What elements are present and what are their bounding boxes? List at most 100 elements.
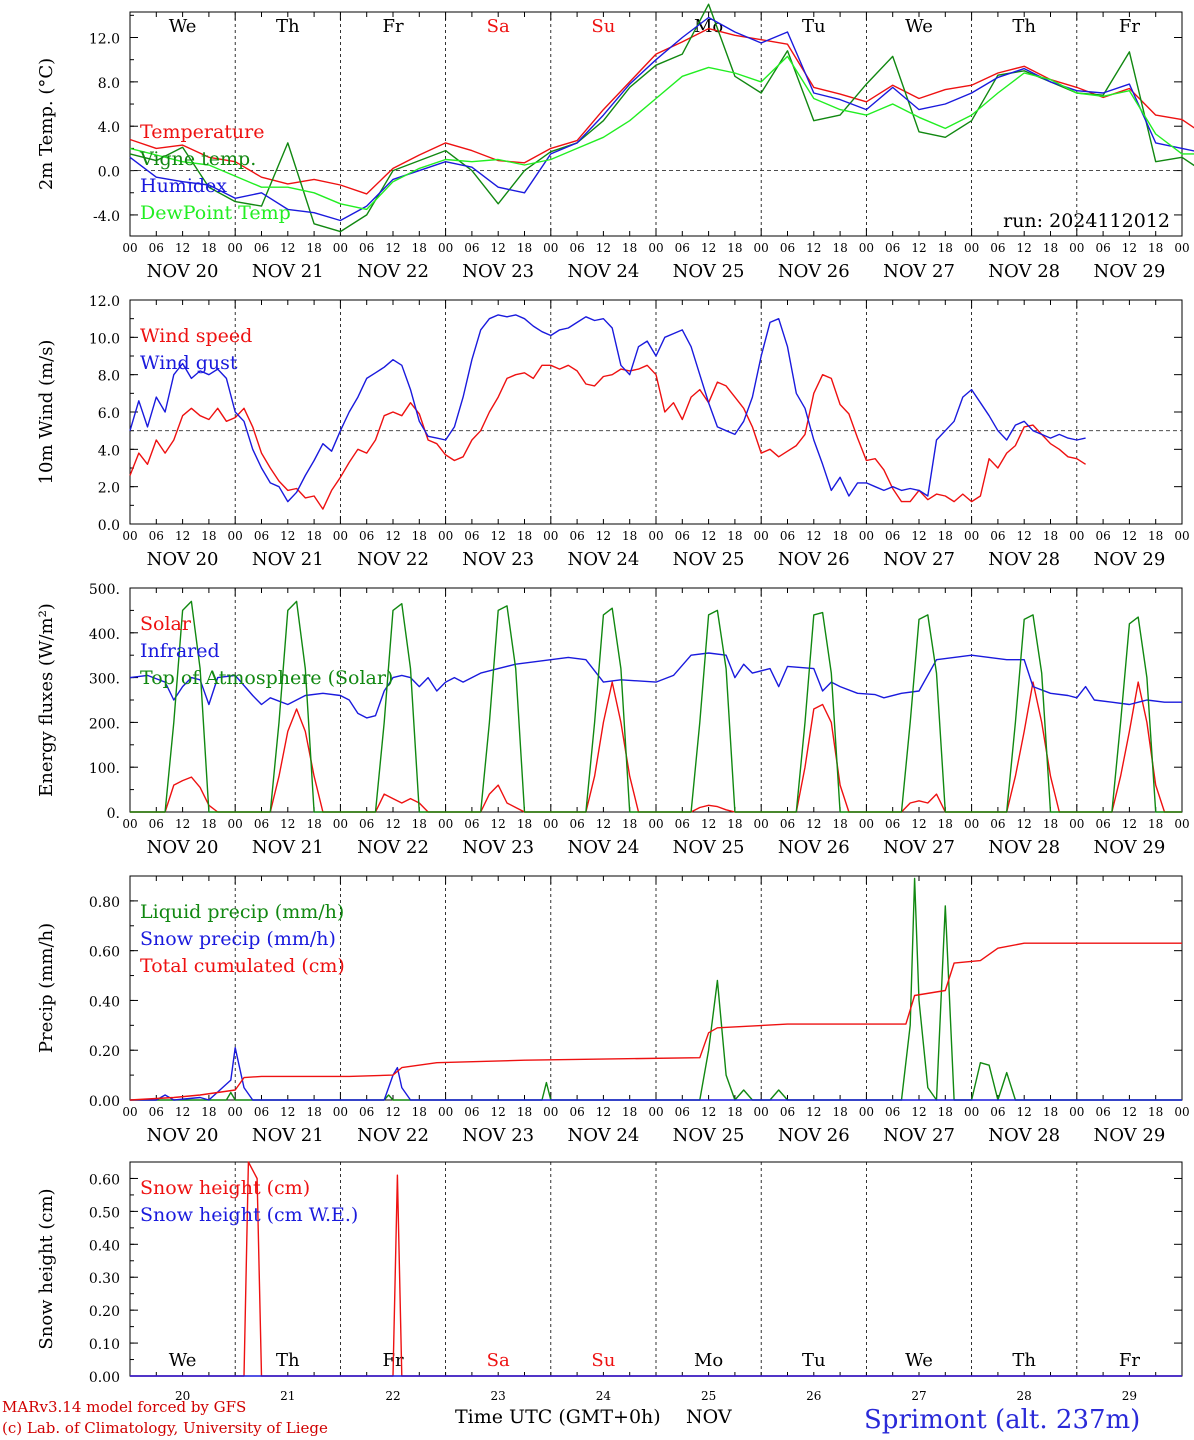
hour-label: 00	[648, 241, 663, 255]
hour-label: 06	[359, 817, 374, 831]
hour-label: 00	[438, 529, 453, 543]
hour-label: 06	[359, 1105, 374, 1119]
hour-label: 06	[780, 1105, 795, 1119]
date-label: NOV 20	[147, 261, 219, 282]
y-tick-label: 0.40	[89, 1238, 120, 1254]
day-number-label: 24	[596, 1389, 612, 1403]
hour-label: 06	[990, 817, 1005, 831]
hour-label: 12	[280, 241, 295, 255]
hour-label: 12	[806, 241, 821, 255]
hour-label: 18	[412, 241, 427, 255]
hour-label: 06	[780, 529, 795, 543]
y-tick-label: 400.	[89, 627, 120, 643]
weekday-label: Sa	[487, 1350, 510, 1371]
hour-label: 00	[1069, 1105, 1084, 1119]
hour-label: 18	[622, 241, 637, 255]
hour-label: 06	[149, 1105, 164, 1119]
hour-label: 00	[122, 1105, 137, 1119]
hour-label: 06	[885, 817, 900, 831]
y-axis-title: 10m Wind (m/s)	[36, 340, 57, 485]
weekday-label: Su	[591, 1350, 615, 1371]
date-label: NOV 29	[1093, 1125, 1165, 1146]
date-label: NOV 22	[357, 549, 429, 570]
hour-label: 12	[1122, 241, 1137, 255]
y-tick-label: 0.20	[89, 1044, 120, 1060]
hour-label: 12	[385, 817, 400, 831]
panel-3: 00 06 12 18 00 06 12 18 00 06 12 18 00 06 12 18 00 06 12 18…	[36, 582, 1190, 858]
hour-label: 00	[333, 529, 348, 543]
hour-label: 06	[990, 529, 1005, 543]
y-tick-label: 0.20	[89, 1304, 120, 1320]
hour-label: 06	[1095, 241, 1110, 255]
hour-label: 00	[648, 1105, 663, 1119]
hour-label: 06	[149, 529, 164, 543]
run-annotation: run: 2024112012	[1003, 210, 1170, 232]
hour-label: 06	[780, 241, 795, 255]
weekday-label: Tu	[802, 16, 826, 37]
hour-label: 06	[569, 241, 584, 255]
date-label: NOV 24	[567, 549, 639, 570]
hour-label: 18	[832, 1105, 847, 1119]
hour-label: 18	[938, 1105, 953, 1119]
y-tick-label: 0.30	[89, 1271, 120, 1287]
hour-label: 18	[727, 241, 742, 255]
y-tick-label: 2.0	[98, 481, 120, 497]
hour-label: 06	[149, 241, 164, 255]
date-label: NOV 28	[988, 837, 1060, 858]
date-label: NOV 20	[147, 837, 219, 858]
hour-label: 00	[543, 529, 558, 543]
date-label: NOV 21	[252, 1125, 324, 1146]
hour-label: 00	[1174, 529, 1189, 543]
date-label: NOV 25	[673, 837, 745, 858]
y-tick-label: 200.	[89, 716, 120, 732]
panel-4: 00 06 12 18 00 06 12 18 00 06 12 18 00 06 12 18 00 06 12 18…	[36, 875, 1190, 1146]
y-axis-title: 2m Temp. (°C)	[36, 58, 57, 190]
date-label: NOV 28	[988, 1125, 1060, 1146]
hour-label: 12	[596, 817, 611, 831]
series-line	[129, 942, 1182, 1101]
y-tick-label: 100.	[89, 761, 120, 777]
y-tick-label: 4.0	[98, 120, 120, 136]
hour-label: 12	[806, 817, 821, 831]
legend-entry: Wind gust	[140, 352, 238, 374]
date-label: NOV 24	[567, 837, 639, 858]
weekday-label: We	[905, 1350, 933, 1371]
hour-label: 12	[1017, 529, 1032, 543]
hour-label: 18	[306, 817, 321, 831]
date-label: NOV 24	[567, 1125, 639, 1146]
hour-label: 12	[491, 241, 506, 255]
hour-label: 18	[727, 529, 742, 543]
series-line	[130, 600, 1182, 813]
hour-label: 00	[964, 529, 979, 543]
hour-label: 12	[701, 1105, 716, 1119]
date-label: NOV 23	[462, 549, 534, 570]
y-tick-label: 4.0	[98, 443, 120, 459]
hour-label: 12	[701, 241, 716, 255]
weekday-label: Fr	[1119, 1350, 1140, 1371]
hour-label: 00	[964, 817, 979, 831]
hour-label: 12	[175, 529, 190, 543]
series-line	[129, 314, 1086, 503]
hour-label: 18	[517, 1105, 532, 1119]
hour-label: 18	[832, 241, 847, 255]
hour-label: 18	[1043, 529, 1058, 543]
hour-label: 18	[201, 241, 216, 255]
hour-label: 18	[412, 817, 427, 831]
hour-label: 00	[228, 529, 243, 543]
hour-label: 00	[1069, 817, 1084, 831]
hour-label: 06	[1095, 817, 1110, 831]
series-line	[129, 3, 1194, 233]
hour-label: 00	[1174, 817, 1189, 831]
date-label: NOV 27	[883, 261, 955, 282]
weekday-label: Mo	[694, 1350, 723, 1371]
legend-entry: Temperature	[140, 121, 264, 143]
date-label: NOV 26	[778, 837, 850, 858]
day-number-label: 22	[385, 1389, 400, 1403]
hour-label: 00	[964, 1105, 979, 1119]
y-tick-label: 8.0	[98, 369, 120, 385]
weekday-label: Fr	[1119, 16, 1140, 37]
legend-entry: Snow height (cm)	[140, 1177, 310, 1199]
panel-2: 00 06 12 18 00 06 12 18 00 06 12 18 00 06 12 18 00 06 12 18…	[36, 294, 1190, 570]
hour-label: 00	[543, 1105, 558, 1119]
